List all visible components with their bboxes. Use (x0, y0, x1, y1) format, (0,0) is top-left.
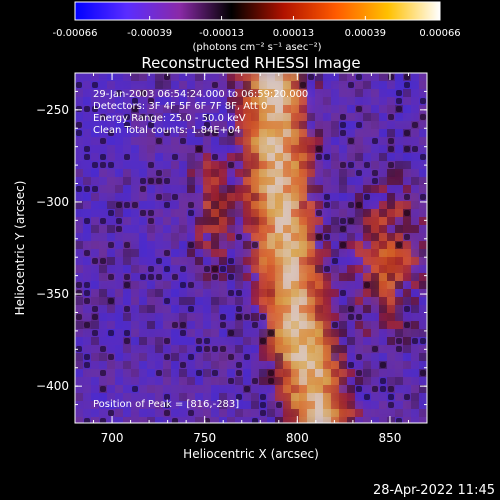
x-axis-label: Heliocentric X (arcsec) (183, 447, 319, 461)
annotation-time-range: 29-Jan-2003 06:54:24.000 to 06:59:20.000 (93, 89, 308, 100)
colorbar-tick-label: 0.00039 (345, 28, 386, 39)
colorbar-tick-label: -0.00013 (199, 28, 244, 39)
y-axis: −250 −300 −350 −400 (36, 72, 427, 424)
x-tick-label: 800 (286, 431, 309, 445)
colorbar-units-label: (photons cm⁻² s⁻¹ asec⁻²) (192, 42, 321, 53)
y-tick-label: −300 (36, 195, 69, 209)
y-axis-label: Heliocentric Y (arcsec) (13, 181, 27, 316)
x-axis: 700 750 800 850 (74, 73, 428, 445)
annotation-detectors: Detectors: 3F 4F 5F 6F 7F 8F, Att 0 (93, 101, 267, 112)
heatmap-image (75, 73, 427, 423)
colorbar-tick-label: 0.00066 (419, 28, 460, 39)
x-tick-label: 850 (378, 431, 401, 445)
colorbar-tick-label: -0.00039 (127, 28, 172, 39)
y-tick-label: −250 (36, 103, 69, 117)
y-tick-label: −350 (36, 287, 69, 301)
annotation-energy-range: Energy Range: 25.0 - 50.0 keV (93, 113, 246, 124)
peak-position-label: Position of Peak = [816,-283] (93, 399, 239, 410)
colorbar-frame (74, 1, 441, 21)
y-tick-label: −400 (36, 379, 69, 393)
footer-date: 28-Apr-2022 11:45 (373, 483, 495, 498)
annotation-clean-counts: Clean Total counts: 1.84E+04 (93, 125, 241, 136)
colorbar-ticks: -0.00066 -0.00039 -0.00013 0.00013 0.00039 0.… (53, 16, 461, 39)
annotation-block: 29-Jan-2003 06:54:24.000 to 06:59:20.000… (93, 89, 308, 136)
x-tick-label: 750 (193, 431, 216, 445)
colorbar-tick-label: -0.00066 (53, 28, 98, 39)
x-tick-label: 700 (101, 431, 124, 445)
plot-frame (74, 72, 428, 424)
colorbar: -0.00066 -0.00039 -0.00013 0.00013 0.00039 0.… (53, 1, 461, 53)
colorbar-gradient (75, 2, 440, 20)
chart-title: Reconstructed RHESSI Image (141, 54, 360, 72)
colorbar-tick-label: 0.00013 (273, 28, 314, 39)
